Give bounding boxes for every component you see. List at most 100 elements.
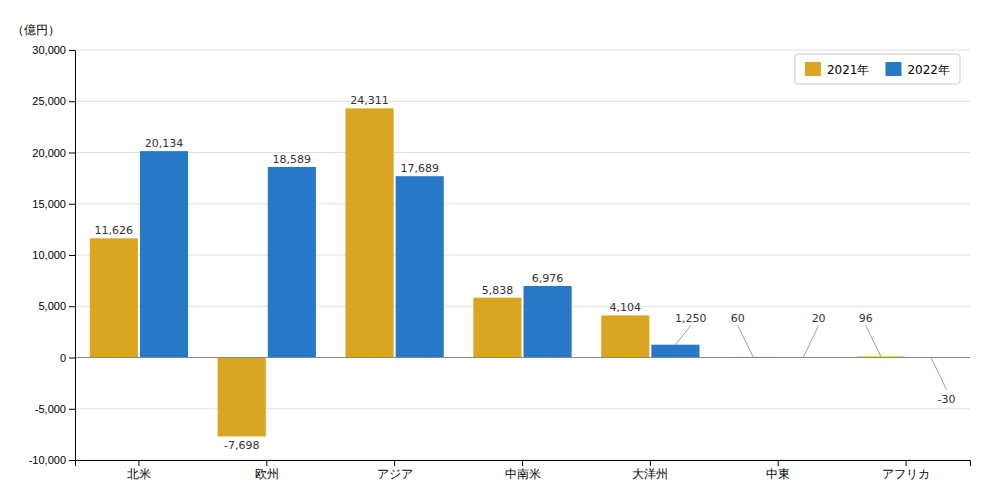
grid-line xyxy=(75,203,970,204)
bar xyxy=(90,238,138,357)
x-tick-mark xyxy=(138,460,139,466)
grid-line xyxy=(75,357,970,358)
y-tick-mark xyxy=(69,409,75,410)
bar xyxy=(268,167,316,358)
data-label: 18,589 xyxy=(273,153,312,166)
data-label: -7,698 xyxy=(224,439,259,452)
x-tick-mark xyxy=(778,460,779,466)
bar-series xyxy=(90,108,905,436)
legend-frame xyxy=(795,54,960,84)
x-tick-mark xyxy=(522,460,523,466)
data-label: 60 xyxy=(731,312,745,325)
data-label: 96 xyxy=(859,312,873,325)
grid-line xyxy=(75,255,970,256)
x-tick-label: 北米 xyxy=(127,467,151,481)
y-tick-mark xyxy=(69,460,75,461)
grid-line xyxy=(75,101,970,102)
y-tick-mark xyxy=(69,204,75,205)
x-tick-label: 大洋州 xyxy=(632,467,668,481)
y-tick-label: 20,000 xyxy=(32,147,66,159)
y-tick-label: 25,000 xyxy=(32,95,66,107)
y-tick: 15,000 xyxy=(32,198,75,210)
x-tick-mark xyxy=(394,460,395,466)
grid xyxy=(75,50,970,460)
y-axis-title: （億円） xyxy=(12,23,60,37)
x-axis: 北米 欧州 アジア 中南米 大洋州 中東 アフリカ xyxy=(76,460,971,481)
y-tick: -5,000 xyxy=(35,403,75,415)
data-label: 17,689 xyxy=(400,162,439,175)
y-axis-line xyxy=(69,51,76,461)
y-tick: 10,000 xyxy=(32,249,75,261)
leader-line xyxy=(675,326,690,345)
chart: -10,000 -5,000 0 5,000 10,000 15,000 20,000 25,… xyxy=(0,0,1000,500)
data-label: 6,976 xyxy=(532,272,564,285)
data-label: 1,250 xyxy=(675,312,707,325)
bars xyxy=(90,108,955,436)
y-tick-mark xyxy=(69,358,75,359)
y-tick-label: 30,000 xyxy=(32,44,66,56)
legend: 2021年 2022年 xyxy=(795,54,960,84)
data-label: 20 xyxy=(812,312,826,325)
y-tick-label: 10,000 xyxy=(32,249,66,261)
data-labels: 11,626-7,69824,3115,8384,104609620,13418… xyxy=(95,94,956,452)
y-tick: 30,000 xyxy=(32,44,75,56)
bar xyxy=(396,176,444,357)
data-label: 24,311 xyxy=(350,94,389,107)
y-tick: -10,000 xyxy=(29,454,75,466)
y-tick-label: 0 xyxy=(60,352,66,364)
bar-series xyxy=(140,151,955,358)
x-tick-label: アフリカ xyxy=(882,467,930,481)
y-tick: 20,000 xyxy=(32,147,75,159)
x-axis-line xyxy=(76,461,971,467)
y-tick: 0 xyxy=(60,352,75,364)
legend-swatch xyxy=(805,62,821,76)
legend-label: 2022年 xyxy=(907,63,950,77)
bar xyxy=(601,315,649,357)
y-tick-mark xyxy=(69,255,75,256)
x-tick-label: 中東 xyxy=(766,467,790,481)
x-tick: 大洋州 xyxy=(632,460,668,481)
data-label: 11,626 xyxy=(95,224,134,237)
data-label: 4,104 xyxy=(610,301,642,314)
x-tick: 中南米 xyxy=(505,460,541,481)
bar xyxy=(473,298,521,358)
grid-line xyxy=(75,306,970,307)
x-tick: アジア xyxy=(377,460,413,481)
x-tick: 中東 xyxy=(766,460,790,481)
leader-line xyxy=(866,326,881,357)
x-tick-label: 欧州 xyxy=(255,467,279,481)
leader-line xyxy=(738,326,753,357)
y-tick-label: 15,000 xyxy=(32,198,66,210)
leader-line xyxy=(803,326,818,358)
y-tick-label: -10,000 xyxy=(29,454,66,466)
y-tick-mark xyxy=(69,153,75,154)
data-label: 20,134 xyxy=(145,137,184,150)
bar xyxy=(218,358,266,437)
grid-line xyxy=(75,50,970,51)
legend-swatch xyxy=(885,62,901,76)
zero-line xyxy=(75,357,970,358)
x-tick: アフリカ xyxy=(882,460,930,481)
y-tick: 5,000 xyxy=(38,300,75,312)
data-label: -30 xyxy=(937,393,955,406)
y-axis: -10,000 -5,000 0 5,000 10,000 15,000 20,000 25,… xyxy=(29,44,76,466)
bar xyxy=(524,286,572,358)
x-tick-label: アジア xyxy=(377,467,413,481)
x-tick-mark xyxy=(906,460,907,466)
y-tick: 25,000 xyxy=(32,95,75,107)
y-tick-mark xyxy=(69,50,75,51)
bar xyxy=(346,108,394,357)
leader-line xyxy=(931,358,946,390)
legend-label: 2021年 xyxy=(827,63,870,77)
bar xyxy=(651,345,699,358)
x-tick-mark xyxy=(650,460,651,466)
x-tick-mark xyxy=(266,460,267,466)
y-tick-label: -5,000 xyxy=(35,403,66,415)
bar xyxy=(140,151,188,357)
x-tick: 北米 xyxy=(127,460,151,481)
y-tick-mark xyxy=(69,101,75,102)
grid-line xyxy=(75,152,970,153)
y-tick-mark xyxy=(69,306,75,307)
grid-line xyxy=(75,408,970,409)
y-tick-label: 5,000 xyxy=(38,300,66,312)
